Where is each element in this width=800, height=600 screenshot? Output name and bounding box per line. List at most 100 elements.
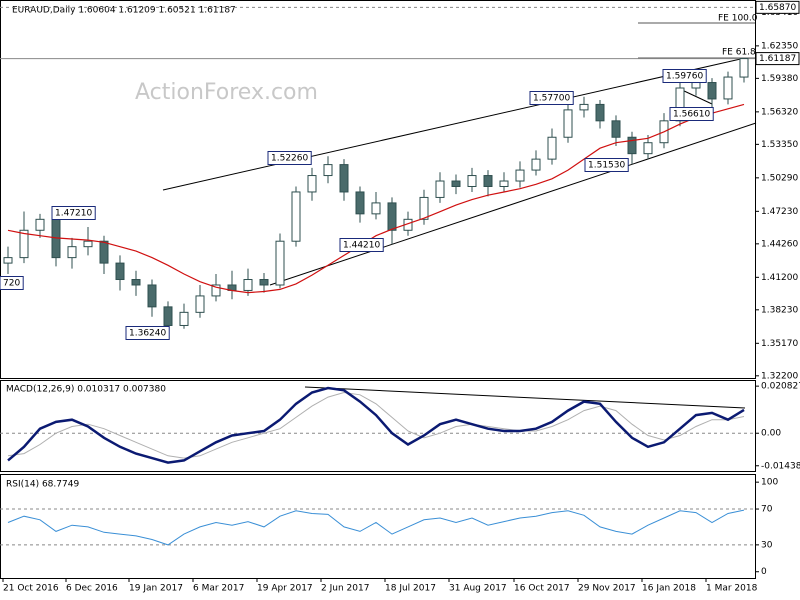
annotation-label: 1.57700 bbox=[533, 94, 570, 104]
annotation-box bbox=[51, 206, 96, 220]
x-tick-label: 2 Jun 2017 bbox=[321, 584, 369, 594]
y-tick-label: 1.59380 bbox=[761, 74, 798, 84]
annotation-label: 1.47210 bbox=[55, 209, 92, 219]
candle-body bbox=[83, 240, 93, 248]
candle-body bbox=[691, 82, 701, 89]
annotation-label: FE 100.0 bbox=[718, 14, 758, 24]
candle-body bbox=[179, 311, 189, 326]
annotation-box bbox=[125, 326, 170, 340]
y-tick-label: 1.44260 bbox=[761, 239, 798, 249]
annotation-label: 1.52260 bbox=[271, 154, 308, 164]
y-tick-label: 0.00 bbox=[761, 429, 781, 439]
candle-body bbox=[419, 196, 429, 220]
y-tick-label: -0.014386 bbox=[761, 461, 800, 471]
annotation-box bbox=[0, 276, 24, 290]
channel-upper bbox=[162, 57, 746, 191]
pattern-line bbox=[681, 89, 713, 105]
candle-body bbox=[579, 103, 589, 111]
candle-body bbox=[547, 136, 557, 160]
candle-body bbox=[435, 180, 445, 198]
candle-body bbox=[19, 229, 29, 259]
candle-body bbox=[739, 58, 749, 78]
annotation-label: 1.56610 bbox=[673, 110, 710, 120]
candle-body bbox=[467, 175, 477, 187]
annotation-box bbox=[339, 238, 384, 252]
candle-body bbox=[355, 191, 365, 215]
annotation-box bbox=[267, 151, 312, 165]
annotation-label: 1.44210 bbox=[343, 241, 380, 251]
candle-body bbox=[131, 279, 141, 286]
annotation-label: 720 bbox=[3, 279, 20, 289]
y-tick-label: 30 bbox=[761, 540, 773, 550]
candle-body bbox=[371, 202, 381, 215]
channel-lower bbox=[269, 122, 757, 286]
candle-body bbox=[707, 82, 717, 100]
candle-body bbox=[243, 279, 253, 291]
annotation-box bbox=[529, 91, 574, 105]
rsi-panel bbox=[0, 474, 756, 579]
candle-body bbox=[211, 284, 221, 297]
annotation-label: 1.36240 bbox=[129, 329, 166, 339]
candle-body bbox=[115, 262, 125, 281]
annotation-box bbox=[584, 158, 629, 172]
annotation-label: FE 61.8 bbox=[722, 48, 756, 58]
candle-body bbox=[35, 218, 45, 231]
price-marker-box bbox=[755, 52, 800, 66]
candle-body bbox=[147, 284, 157, 308]
x-tick-label: 29 Nov 2017 bbox=[578, 584, 636, 594]
y-tick-label: 1.32200 bbox=[761, 371, 798, 381]
candle-body bbox=[483, 175, 493, 187]
macd-trend-line bbox=[304, 386, 746, 409]
watermark: ActionForex.com bbox=[135, 80, 318, 105]
candle-body bbox=[611, 120, 621, 138]
y-tick-label: 1.56320 bbox=[761, 107, 798, 117]
rsi-title: RSI(14) 68.7749 bbox=[6, 480, 79, 490]
series-line bbox=[7, 509, 745, 546]
candle-body bbox=[195, 295, 205, 313]
candle-body bbox=[291, 191, 301, 242]
candle-body bbox=[99, 240, 109, 264]
y-tick-label: 1.35170 bbox=[761, 339, 798, 349]
y-tick-label: 100 bbox=[761, 478, 778, 488]
macd-title: MACD(12,26,9) 0.010317 0.007380 bbox=[6, 385, 166, 395]
price-marker-label: 1.61187 bbox=[759, 54, 796, 64]
candle-body bbox=[531, 158, 541, 171]
price-marker-label: 1.65870 bbox=[759, 3, 796, 13]
candle-body bbox=[259, 279, 269, 286]
x-tick-label: 31 Aug 2017 bbox=[449, 584, 507, 594]
price-marker-box bbox=[755, 0, 800, 14]
price-title: EURAUD,Daily 1.60604 1.61209 1.60521 1.6… bbox=[12, 6, 236, 16]
candle-body bbox=[323, 164, 333, 177]
y-tick-label: 1.47230 bbox=[761, 207, 798, 217]
price-panel bbox=[0, 0, 756, 379]
candle-body bbox=[595, 103, 605, 122]
x-tick-label: 6 Mar 2017 bbox=[193, 584, 244, 594]
y-tick-label: 1.50290 bbox=[761, 173, 798, 183]
candle-body bbox=[387, 202, 397, 231]
candle-body bbox=[163, 306, 173, 326]
x-tick-label: 19 Jan 2017 bbox=[129, 584, 183, 594]
candle-body bbox=[627, 136, 637, 155]
x-tick-label: 6 Dec 2016 bbox=[66, 584, 118, 594]
candle-body bbox=[451, 180, 461, 187]
y-tick-label: 1.41200 bbox=[761, 273, 798, 283]
y-tick-label: 0.020827 bbox=[761, 382, 800, 392]
annotation-box bbox=[669, 107, 714, 121]
candle-body bbox=[723, 76, 733, 100]
candle-body bbox=[643, 142, 653, 155]
y-tick-label: 1.53350 bbox=[761, 140, 798, 150]
annotation-label: 1.51530 bbox=[588, 161, 625, 171]
macd-panel bbox=[0, 380, 756, 472]
candle-body bbox=[3, 257, 13, 264]
series-line bbox=[7, 386, 745, 464]
y-tick-label: 70 bbox=[761, 505, 773, 515]
x-tick-label: 21 Oct 2016 bbox=[3, 584, 59, 594]
candle-body bbox=[563, 109, 573, 138]
x-tick-label: 16 Oct 2017 bbox=[514, 584, 570, 594]
annotation-label: 1.59760 bbox=[666, 72, 703, 82]
x-tick-label: 19 Apr 2017 bbox=[257, 584, 313, 594]
candle-body bbox=[515, 169, 525, 182]
y-tick-label: 1.38230 bbox=[761, 305, 798, 315]
